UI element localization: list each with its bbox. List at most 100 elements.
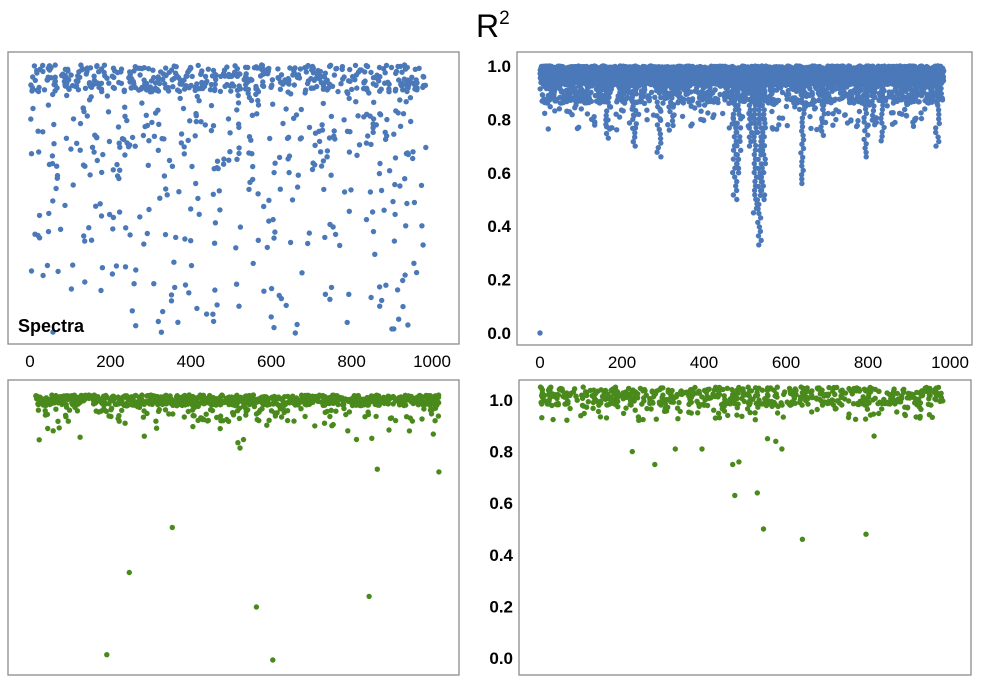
scatter-point bbox=[899, 96, 905, 103]
scatter-point bbox=[929, 99, 935, 105]
scatter-point bbox=[705, 65, 712, 71]
scatter-point bbox=[224, 64, 230, 70]
scatter-point bbox=[149, 119, 155, 126]
scatter-point bbox=[897, 63, 903, 69]
scatter-point bbox=[420, 84, 426, 91]
scatter-point bbox=[70, 182, 76, 188]
scatter-point bbox=[129, 134, 136, 141]
scatter-point bbox=[616, 114, 623, 120]
scatter-point bbox=[830, 122, 836, 128]
scatter-point bbox=[379, 297, 385, 304]
scatter-point bbox=[106, 211, 113, 218]
scatter-point bbox=[91, 77, 98, 84]
scatter-point bbox=[49, 160, 56, 167]
scatter-point bbox=[704, 92, 710, 99]
scatter-point bbox=[296, 75, 303, 81]
scatter-point bbox=[412, 86, 418, 92]
scatter-point bbox=[148, 86, 155, 93]
scatter-point bbox=[619, 63, 625, 70]
scatter-point bbox=[331, 133, 337, 139]
scatter-point bbox=[297, 66, 304, 72]
scatter-point bbox=[404, 64, 410, 71]
scatter-point bbox=[57, 226, 64, 232]
scatter-point bbox=[928, 88, 934, 94]
scatter-point bbox=[117, 144, 123, 150]
scatter-point bbox=[156, 121, 162, 128]
scatter-point bbox=[86, 225, 92, 231]
scatter-point bbox=[35, 128, 41, 134]
scatter-point bbox=[198, 119, 204, 125]
scatter-point bbox=[137, 214, 143, 220]
scatter-point bbox=[36, 212, 43, 219]
scatter-point bbox=[770, 97, 776, 103]
scatter-point bbox=[552, 108, 558, 114]
scatter-point bbox=[70, 262, 76, 268]
scatter-point bbox=[139, 100, 145, 106]
scatter-point bbox=[98, 287, 104, 294]
scatter-point bbox=[376, 64, 383, 71]
scatter-point bbox=[647, 72, 653, 78]
scatter-point bbox=[255, 97, 261, 104]
scatter-point bbox=[82, 85, 89, 92]
scatter-point bbox=[182, 282, 189, 288]
scatter-point bbox=[291, 70, 297, 76]
scatter-point bbox=[388, 64, 395, 71]
scatter-point bbox=[725, 66, 731, 72]
scatter-point bbox=[932, 78, 939, 85]
scatter-point bbox=[918, 110, 924, 116]
scatter-point bbox=[891, 78, 897, 84]
scatter-point bbox=[411, 199, 418, 206]
scatter-point bbox=[249, 151, 255, 157]
scatter-point bbox=[40, 129, 46, 135]
scatter-point bbox=[779, 115, 786, 121]
scatter-point bbox=[409, 74, 415, 81]
scatter-point bbox=[597, 76, 603, 83]
scatter-point bbox=[395, 110, 401, 116]
scatter-point bbox=[400, 277, 406, 284]
scatter-point bbox=[326, 81, 333, 87]
scatter-point bbox=[261, 203, 267, 210]
scatter-point bbox=[330, 224, 336, 230]
scatter-point bbox=[312, 162, 318, 168]
scatter-point bbox=[100, 151, 106, 158]
scatter-point bbox=[915, 99, 922, 105]
scatter-point bbox=[244, 80, 250, 86]
scatter-point bbox=[918, 115, 925, 122]
scatter-point bbox=[74, 140, 80, 146]
scatter-point bbox=[869, 74, 875, 80]
scatter-point bbox=[556, 106, 563, 112]
scatter-point bbox=[146, 138, 152, 144]
scatter-point bbox=[160, 308, 166, 315]
scatter-point bbox=[381, 207, 387, 213]
scatter-point bbox=[690, 75, 697, 82]
scatter-point bbox=[390, 198, 396, 205]
scatter-point bbox=[621, 100, 628, 106]
scatter-point bbox=[402, 272, 408, 278]
scatter-point bbox=[784, 122, 790, 129]
scatter-point bbox=[255, 102, 262, 108]
scatter-point bbox=[317, 149, 324, 155]
scatter-point bbox=[236, 303, 242, 309]
scatter-point bbox=[712, 67, 719, 74]
figure-title-base: R bbox=[476, 8, 499, 44]
scatter-point bbox=[324, 148, 331, 154]
scatter-point bbox=[645, 93, 651, 99]
scatter-point bbox=[405, 77, 411, 83]
scatter-point bbox=[829, 88, 835, 94]
scatter-point bbox=[574, 125, 581, 132]
scatter-point bbox=[276, 292, 282, 299]
scatter-point bbox=[245, 64, 251, 71]
scatter-point bbox=[769, 108, 775, 115]
scatter-point bbox=[277, 186, 283, 192]
scatter-point bbox=[99, 169, 105, 176]
scatter-point bbox=[144, 84, 150, 91]
scatter-point bbox=[45, 102, 52, 108]
scatter-point bbox=[322, 70, 328, 76]
scatter-point bbox=[250, 163, 256, 170]
scatter-point bbox=[322, 79, 328, 86]
scatter-point bbox=[608, 64, 615, 71]
scatter-point bbox=[318, 79, 324, 86]
scatter-point bbox=[205, 66, 211, 72]
scatter-point bbox=[234, 66, 240, 72]
scatter-point bbox=[294, 321, 300, 328]
